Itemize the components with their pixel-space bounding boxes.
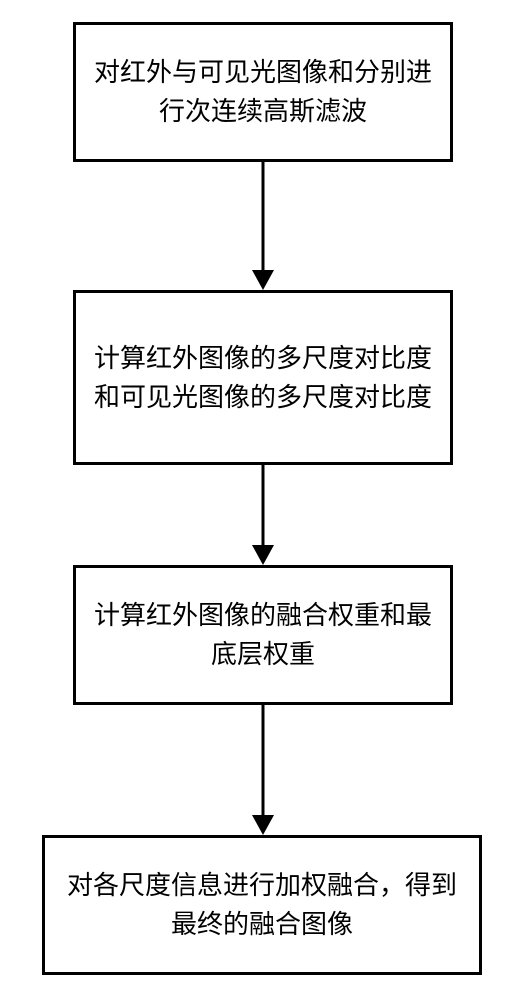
flowchart-node-4: 对各尺度信息进行加权融合，得到最终的融合图像 [42, 835, 482, 975]
flowchart-canvas: 对红外与可见光图像和分别进行次连续高斯滤波 计算红外图像的多尺度对比度和可见光图… [0, 0, 525, 1000]
flowchart-arrow-2 [252, 465, 274, 565]
flowchart-arrow-1 [252, 162, 274, 290]
flowchart-node-2-label: 计算红外图像的多尺度对比度和可见光图像的多尺度对比度 [94, 339, 432, 417]
flowchart-node-1: 对红外与可见光图像和分别进行次连续高斯滤波 [73, 22, 453, 162]
flowchart-node-4-label: 对各尺度信息进行加权融合，得到最终的融合图像 [63, 866, 461, 944]
flowchart-arrow-3 [252, 705, 274, 835]
flowchart-node-2: 计算红外图像的多尺度对比度和可见光图像的多尺度对比度 [73, 290, 453, 465]
flowchart-node-3-label: 计算红外图像的融合权重和最底层权重 [94, 596, 432, 674]
flowchart-node-3: 计算红外图像的融合权重和最底层权重 [73, 565, 453, 705]
flowchart-node-1-label: 对红外与可见光图像和分别进行次连续高斯滤波 [94, 53, 432, 131]
